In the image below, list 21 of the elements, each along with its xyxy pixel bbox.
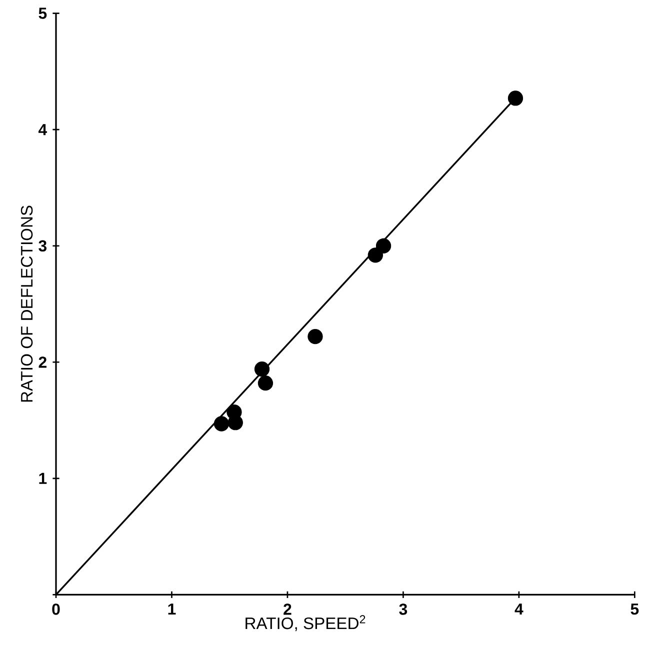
point bbox=[368, 248, 383, 263]
y-tick-label: 5 bbox=[38, 8, 47, 19]
x-tick-label: 4 bbox=[514, 604, 524, 615]
x-axis-title: RATIO, SPEED$^{2}$ bbox=[246, 615, 366, 632]
x-tick-label: 0 bbox=[52, 604, 60, 615]
x-tick-label: 2 bbox=[284, 604, 292, 615]
point bbox=[308, 328, 323, 344]
point bbox=[254, 362, 270, 377]
point bbox=[376, 238, 392, 254]
point bbox=[228, 415, 243, 430]
y-tick-label: 1 bbox=[39, 472, 47, 484]
y-tick-label: 3 bbox=[38, 240, 47, 252]
y-axis-title: RATIO OF DEFLECTIONS bbox=[20, 206, 33, 402]
x-tick-label: 1 bbox=[168, 604, 176, 615]
y-tick-label: 2 bbox=[38, 356, 46, 368]
point bbox=[214, 416, 230, 432]
y-tick-label: 4 bbox=[38, 124, 48, 136]
point bbox=[258, 375, 274, 391]
point bbox=[508, 90, 524, 106]
x-tick-label: 3 bbox=[399, 604, 408, 615]
x-tick-label: 5 bbox=[630, 604, 639, 615]
